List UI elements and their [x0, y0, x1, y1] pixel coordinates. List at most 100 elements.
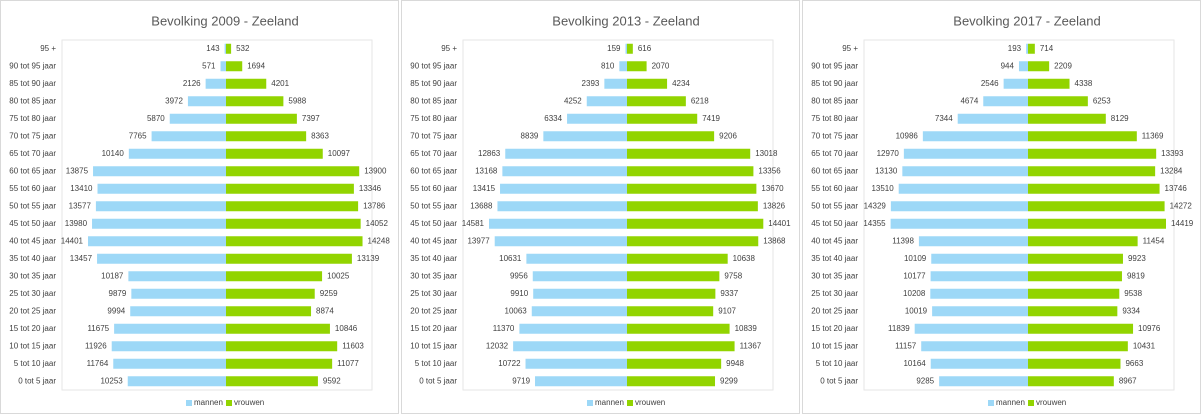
- data-label: 12863: [478, 149, 501, 158]
- data-label: 12032: [486, 341, 509, 350]
- data-label: 9538: [1124, 289, 1142, 298]
- chart-title: Bevolking 2017 - Zeeland: [953, 13, 1100, 28]
- bar: [505, 148, 627, 159]
- data-label: 14248: [368, 236, 391, 245]
- data-label: 9663: [1125, 359, 1143, 368]
- data-label: 944: [1001, 61, 1015, 70]
- bar: [1028, 96, 1088, 107]
- bar: [226, 288, 315, 299]
- bar: [497, 201, 627, 212]
- bar: [619, 61, 627, 72]
- bar: [627, 323, 730, 334]
- y-tick-label: 70 tot 75 jaar: [811, 131, 858, 140]
- bar: [1028, 323, 1134, 334]
- legend-label: mannen: [194, 398, 223, 407]
- data-label: 13868: [763, 236, 786, 245]
- data-label: 2393: [582, 79, 600, 88]
- y-tick-label: 85 tot 90 jaar: [410, 79, 457, 88]
- legend-swatch: [988, 400, 994, 406]
- data-label: 9337: [720, 289, 738, 298]
- y-tick-label: 10 tot 15 jaar: [410, 341, 457, 350]
- bar: [92, 218, 226, 229]
- bar: [226, 341, 338, 352]
- bar: [627, 288, 716, 299]
- data-label: 10208: [903, 289, 926, 298]
- bar: [586, 96, 627, 107]
- data-label: 13977: [467, 236, 490, 245]
- data-label: 2126: [183, 79, 201, 88]
- bar: [1028, 131, 1137, 142]
- bar: [128, 148, 226, 159]
- bar: [914, 323, 1028, 334]
- y-tick-label: 70 tot 75 jaar: [9, 131, 56, 140]
- bar: [957, 113, 1028, 124]
- bar: [930, 288, 1028, 299]
- bar: [226, 96, 284, 107]
- bar: [226, 43, 232, 54]
- data-label: 9285: [916, 376, 934, 385]
- y-tick-label: 80 tot 85 jaar: [410, 96, 457, 105]
- bar: [1028, 218, 1166, 229]
- bar: [93, 166, 226, 177]
- bar: [1028, 201, 1165, 212]
- bar: [1026, 43, 1028, 54]
- data-label: 9948: [726, 359, 744, 368]
- data-label: 13577: [69, 201, 92, 210]
- bar: [627, 61, 647, 72]
- bar: [226, 306, 312, 317]
- data-label: 8363: [311, 131, 329, 140]
- y-tick-label: 15 tot 20 jaar: [9, 324, 56, 333]
- bar: [1028, 78, 1070, 89]
- y-tick-label: 25 tot 30 jaar: [9, 289, 56, 298]
- bar: [535, 376, 627, 387]
- data-label: 10025: [327, 271, 350, 280]
- y-tick-label: 50 tot 55 jaar: [9, 201, 56, 210]
- y-tick-label: 25 tot 30 jaar: [410, 289, 457, 298]
- data-label: 714: [1040, 44, 1054, 53]
- bar: [1028, 183, 1160, 194]
- data-label: 4234: [672, 79, 690, 88]
- bar: [226, 131, 307, 142]
- bar: [502, 166, 627, 177]
- chart: Bevolking 2009 - Zeeland 95 + 143 532 90 tot…: [0, 0, 399, 414]
- data-label: 13510: [871, 184, 894, 193]
- data-label: 159: [607, 44, 621, 53]
- chart: Bevolking 2013 - Zeeland 95 + 159 616 90 tot…: [401, 0, 800, 414]
- data-label: 2546: [981, 79, 999, 88]
- y-tick-label: 0 tot 5 jaar: [820, 376, 858, 385]
- bar: [226, 271, 323, 282]
- bar: [131, 288, 226, 299]
- data-label: 9994: [107, 306, 125, 315]
- bar: [169, 113, 226, 124]
- data-label: 10019: [905, 306, 928, 315]
- y-tick-label: 60 tot 65 jaar: [811, 166, 858, 175]
- y-tick-label: 90 tot 95 jaar: [410, 61, 457, 70]
- bar: [95, 201, 226, 212]
- legend-swatch: [587, 400, 593, 406]
- bar: [932, 306, 1028, 317]
- bar: [187, 96, 226, 107]
- data-label: 13980: [65, 219, 88, 228]
- data-label: 14401: [61, 236, 84, 245]
- bar: [604, 78, 627, 89]
- legend-swatch: [186, 400, 192, 406]
- data-label: 10638: [733, 254, 756, 263]
- y-tick-label: 65 tot 70 jaar: [9, 149, 56, 158]
- data-label: 9923: [1128, 254, 1146, 263]
- bar: [567, 113, 627, 124]
- bar: [489, 218, 627, 229]
- data-label: 11603: [342, 341, 364, 350]
- bar: [205, 78, 226, 89]
- bar: [226, 376, 318, 387]
- y-tick-label: 0 tot 5 jaar: [419, 376, 457, 385]
- bar: [627, 376, 716, 387]
- bar: [627, 113, 698, 124]
- bar: [627, 253, 728, 264]
- bar: [226, 113, 297, 124]
- legend-swatch: [1028, 400, 1034, 406]
- y-tick-label: 75 tot 80 jaar: [410, 114, 457, 123]
- bar: [930, 358, 1028, 369]
- data-label: 9299: [720, 376, 738, 385]
- bar: [533, 288, 627, 299]
